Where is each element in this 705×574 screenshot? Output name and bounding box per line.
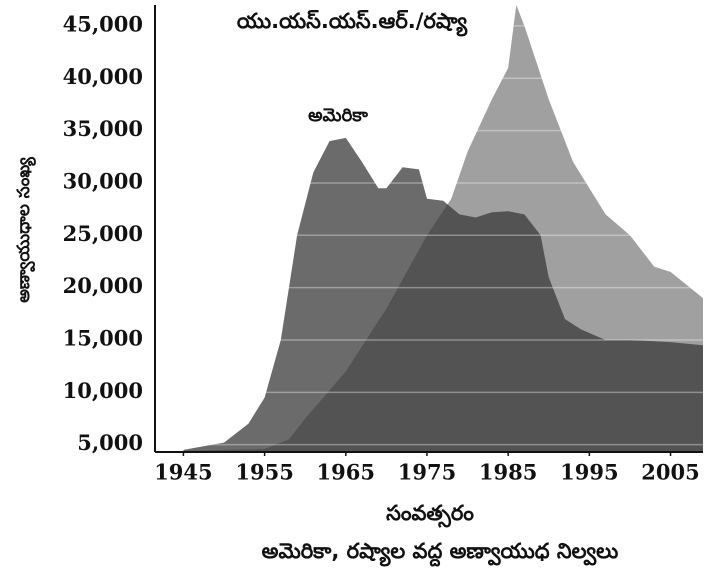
x-tick-label: 1955 [235, 460, 293, 485]
y-tick-label: 25,000 [63, 221, 143, 246]
y-tick-label: 10,000 [63, 378, 143, 403]
y-axis-label: అణ్వాయుధాల సంఖ్య [14, 156, 36, 303]
plot-area [155, 5, 703, 452]
x-tick-label: 1965 [317, 460, 375, 485]
y-tick-label: 15,000 [63, 325, 143, 350]
x-tick-label: 1995 [560, 460, 618, 485]
series-label: యు.యస్.యస్.ఆర్./రష్యా [237, 9, 469, 37]
y-tick-label: 45,000 [63, 11, 143, 36]
y-tick-label: 35,000 [63, 116, 143, 141]
y-tick-label: 40,000 [63, 64, 143, 89]
y-tick-label: 5,000 [77, 430, 143, 455]
chart-title: అమెరికా, రష్యాల వద్ద అణ్వాయుధ నిల్వలు [262, 539, 619, 567]
x-tick-label: 1975 [398, 460, 456, 485]
x-axis-label: సంవత్సరం [386, 501, 474, 528]
x-tick-label: 2005 [641, 460, 699, 485]
y-tick-label: 30,000 [63, 168, 143, 193]
series-label: అమెరికా [308, 105, 368, 126]
x-tick-label: 1945 [154, 460, 212, 485]
y-tick-label: 20,000 [63, 273, 143, 298]
x-tick-label: 1985 [479, 460, 537, 485]
area [183, 137, 703, 452]
